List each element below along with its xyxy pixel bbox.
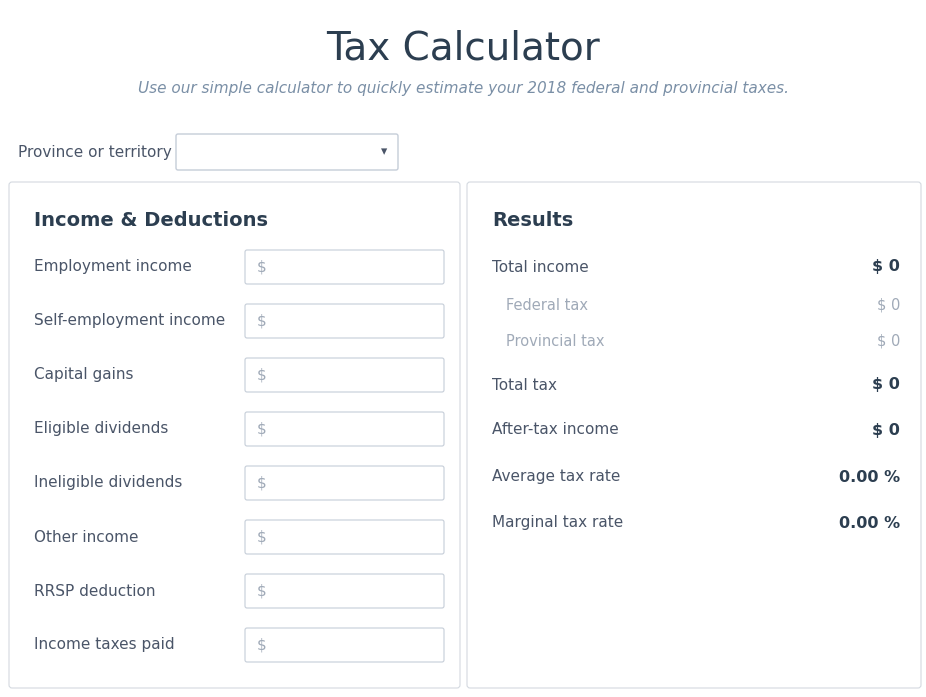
Text: 0.00 %: 0.00 % (839, 516, 900, 530)
Text: $: $ (257, 638, 267, 652)
Text: $: $ (257, 314, 267, 328)
Text: $: $ (257, 475, 267, 491)
Text: Other income: Other income (34, 530, 139, 544)
FancyBboxPatch shape (245, 250, 444, 284)
Text: Results: Results (492, 211, 573, 231)
Text: RRSP deduction: RRSP deduction (34, 583, 156, 599)
FancyBboxPatch shape (176, 134, 398, 170)
Text: Use our simple calculator to quickly estimate your 2018 federal and provincial t: Use our simple calculator to quickly est… (137, 80, 789, 95)
Text: Income taxes paid: Income taxes paid (34, 638, 175, 652)
Text: $: $ (257, 583, 267, 599)
Text: $: $ (257, 259, 267, 275)
FancyBboxPatch shape (245, 304, 444, 338)
Text: $: $ (257, 367, 267, 383)
FancyBboxPatch shape (245, 358, 444, 392)
Text: Self-employment income: Self-employment income (34, 314, 225, 328)
Text: $ 0: $ 0 (872, 422, 900, 438)
Text: Total income: Total income (492, 259, 589, 275)
Text: 0.00 %: 0.00 % (839, 470, 900, 484)
Text: Marginal tax rate: Marginal tax rate (492, 516, 623, 530)
Text: Federal tax: Federal tax (506, 298, 588, 312)
Text: Tax Calculator: Tax Calculator (326, 29, 600, 67)
FancyBboxPatch shape (245, 628, 444, 662)
Text: $ 0: $ 0 (877, 333, 900, 348)
Text: Employment income: Employment income (34, 259, 192, 275)
Text: $: $ (257, 530, 267, 544)
Text: $ 0: $ 0 (877, 298, 900, 312)
FancyBboxPatch shape (245, 466, 444, 500)
Text: Average tax rate: Average tax rate (492, 470, 620, 484)
FancyBboxPatch shape (245, 412, 444, 446)
Text: Province or territory: Province or territory (18, 144, 171, 160)
FancyBboxPatch shape (245, 574, 444, 608)
Text: ▾: ▾ (381, 146, 387, 158)
FancyBboxPatch shape (245, 520, 444, 554)
Text: $ 0: $ 0 (872, 378, 900, 392)
Text: Income & Deductions: Income & Deductions (34, 211, 268, 231)
Text: After-tax income: After-tax income (492, 422, 619, 438)
Text: Eligible dividends: Eligible dividends (34, 422, 169, 436)
Text: $: $ (257, 422, 267, 436)
Text: Ineligible dividends: Ineligible dividends (34, 475, 182, 491)
Text: $ 0: $ 0 (872, 259, 900, 275)
Text: Total tax: Total tax (492, 378, 557, 392)
Text: Provincial tax: Provincial tax (506, 333, 605, 348)
Text: Capital gains: Capital gains (34, 367, 133, 383)
FancyBboxPatch shape (467, 182, 921, 688)
FancyBboxPatch shape (9, 182, 460, 688)
